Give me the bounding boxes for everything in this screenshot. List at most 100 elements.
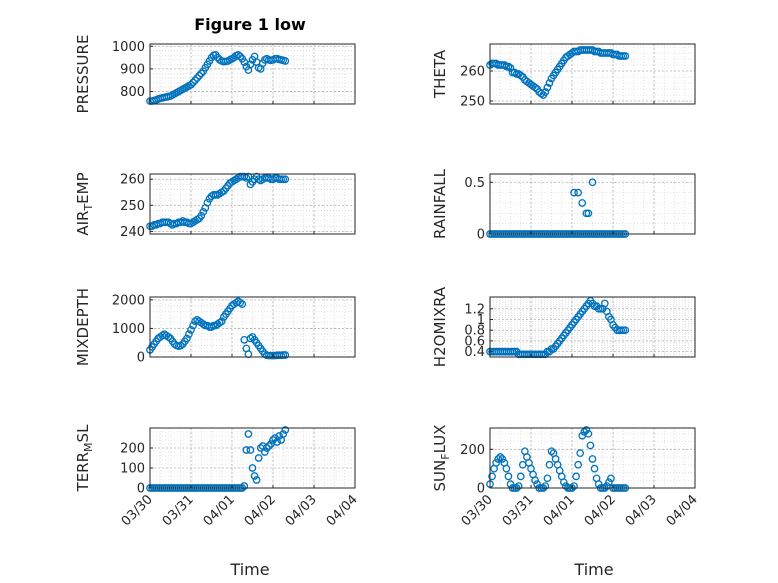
data-point <box>572 472 580 481</box>
data-point <box>244 350 253 358</box>
y-axis-label-suffix: EMP <box>74 172 92 203</box>
data-point <box>506 64 515 72</box>
x-tick-label: 04/01 <box>541 492 578 529</box>
subplot-8: 0 200 03/30 03/31 04/01 04/02 04/03 04/04 SUNFLU… <box>431 425 701 530</box>
x-tick-label: 03/30 <box>119 492 156 529</box>
data-point <box>234 51 242 59</box>
data-point <box>197 69 206 78</box>
axes-box <box>149 296 356 358</box>
data-point <box>531 83 539 92</box>
y-tick-label: 1 <box>477 313 485 328</box>
data-series <box>146 426 290 492</box>
data-series <box>486 46 630 99</box>
axes-box <box>489 296 696 358</box>
data-series <box>486 296 630 359</box>
data-series <box>486 178 630 238</box>
y-axis-label: MIXDEPTH <box>74 288 92 366</box>
data-point <box>621 52 630 60</box>
figure-title: Figure 1 low <box>194 15 306 34</box>
data-point <box>570 188 578 197</box>
y-tick-label: 0 <box>137 351 145 366</box>
subplot-2: 250 260 THETA <box>431 43 696 110</box>
y-tick-label: 250 <box>460 95 485 110</box>
y-tick-label: 2000 <box>112 293 145 308</box>
y-tick-label: 1.2 <box>464 302 485 317</box>
data-point <box>217 317 226 326</box>
data-point <box>183 334 191 343</box>
data-series <box>146 172 290 231</box>
data-point <box>574 460 583 469</box>
y-axis-label-text: PRESSURE <box>74 35 92 114</box>
data-point <box>265 442 273 450</box>
x-tick-label: 04/02 <box>582 492 619 529</box>
x-axis-label-left: Time <box>229 560 269 579</box>
x-tick-label: 04/02 <box>242 492 279 529</box>
data-point <box>187 326 195 334</box>
data-point <box>187 80 195 89</box>
axes-box <box>149 43 356 105</box>
x-tick-label: 04/04 <box>324 492 361 529</box>
data-point <box>236 52 245 61</box>
data-point <box>281 426 290 434</box>
data-point <box>244 172 253 181</box>
data-point <box>238 300 247 308</box>
data-point <box>621 326 630 335</box>
subplot-7: 0 100 200 03/30 03/31 04/01 04/02 04/03 04/04 TER… <box>74 424 361 529</box>
data-point <box>588 455 597 463</box>
data-point <box>250 472 259 480</box>
y-tick-label: 0.5 <box>464 176 485 191</box>
subplot-3: 240 250 260 AIRTEMP <box>74 172 356 240</box>
data-point <box>582 426 591 434</box>
data-point <box>588 178 597 187</box>
data-point <box>191 76 199 85</box>
data-point <box>541 482 550 490</box>
data-point <box>545 79 554 87</box>
data-point <box>203 198 212 207</box>
y-tick-label: 1000 <box>112 322 145 337</box>
data-point <box>197 211 206 220</box>
subplot-6: 0.40.60.811.2 H2OMIXRA <box>431 286 696 367</box>
y-tick-label: 0 <box>137 482 145 497</box>
data-point <box>492 458 500 467</box>
data-point <box>494 455 503 463</box>
data-point <box>496 453 505 461</box>
data-point <box>578 199 587 207</box>
y-tick-label: 100 <box>120 462 145 477</box>
data-point <box>254 454 263 462</box>
data-point <box>498 455 507 463</box>
y-tick-label: 260 <box>120 173 145 188</box>
data-point <box>248 464 257 472</box>
data-point <box>586 441 595 450</box>
data-point <box>545 460 554 469</box>
data-point <box>516 472 525 481</box>
data-point <box>189 321 197 330</box>
y-axis-label-subscript: F <box>439 453 452 459</box>
y-axis-label-text: THETA <box>431 49 449 99</box>
y-axis-label-text: TERR <box>74 452 92 493</box>
y-axis-label: SUNFLUX <box>431 425 452 492</box>
data-point <box>584 209 593 218</box>
data-point <box>281 57 290 65</box>
data-point <box>244 430 253 438</box>
data-point <box>281 175 290 184</box>
x-tick-label: 04/01 <box>201 492 238 529</box>
y-axis-label-text: SUN <box>431 460 449 492</box>
data-point <box>242 446 251 454</box>
y-axis-label: THETA <box>431 49 449 99</box>
data-point <box>195 71 204 80</box>
y-axis-label-suffix: SL <box>74 424 92 443</box>
y-axis-label-subscript: T <box>82 204 95 212</box>
x-tick-label: 03/31 <box>160 492 197 529</box>
y-axis-label-text: MIXDEPTH <box>74 288 92 366</box>
data-point <box>531 476 539 485</box>
axes-box <box>489 43 696 105</box>
data-point <box>605 478 613 487</box>
data-point <box>607 474 615 483</box>
x-tick-label: 03/30 <box>459 492 496 529</box>
data-point <box>541 88 550 96</box>
data-series <box>146 297 290 360</box>
x-axis-label-right: Time <box>573 560 613 579</box>
axes-box <box>149 427 356 489</box>
data-point <box>260 448 269 456</box>
y-tick-label: 0 <box>477 482 485 497</box>
